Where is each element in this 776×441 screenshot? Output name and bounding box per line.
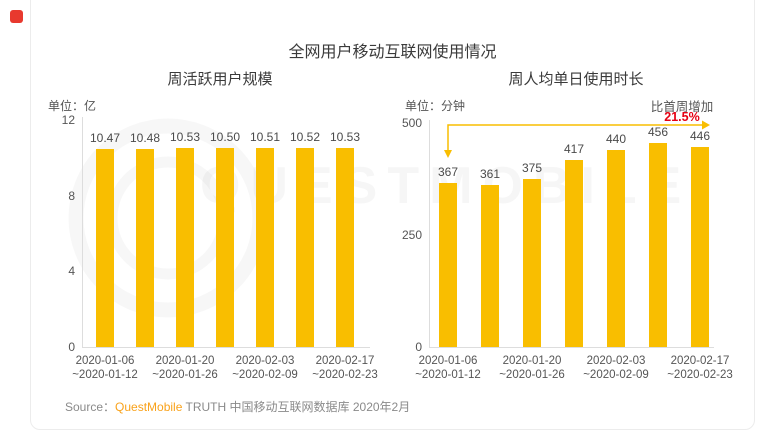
source-prefix: Source： xyxy=(65,400,116,414)
source-line: Source：QuestMobile TRUTH 中国移动互联网数据库 2020… xyxy=(65,398,410,415)
watermark-text: QUESTMOBILE xyxy=(200,156,691,216)
page-title: 全网用户移动互联网使用情况 xyxy=(288,44,497,61)
annotation-value: 21.5% xyxy=(664,110,700,124)
annotation-label: 比首周增加 xyxy=(650,100,714,114)
right-unit-label: 单位：分钟 xyxy=(405,99,466,113)
watermark-layer: QUESTMOBILE xyxy=(31,0,753,426)
source-suffix: TRUTH 中国移动互联网数据库 2020年2月 xyxy=(182,400,411,414)
left-chart-title: 周活跃用户规模 xyxy=(167,71,273,88)
right-chart-title: 周人均单日使用时长 xyxy=(508,71,644,88)
source-brand: QuestMobile xyxy=(115,400,183,414)
report-card xyxy=(30,0,755,430)
left-unit-label: 单位：亿 xyxy=(48,99,97,113)
brand-logo-mark-icon xyxy=(10,10,23,23)
